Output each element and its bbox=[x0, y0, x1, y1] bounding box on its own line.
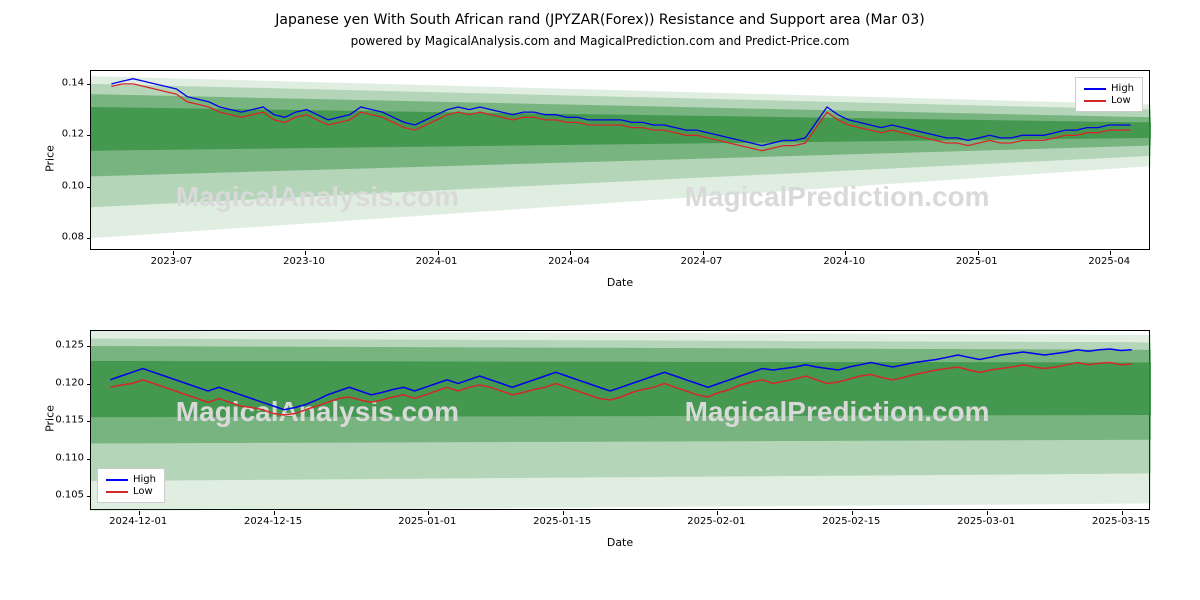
xtick-label: 2023-07 bbox=[151, 256, 193, 267]
xlabel-bottom: Date bbox=[590, 536, 650, 549]
xtick-label: 2025-03-15 bbox=[1092, 516, 1150, 527]
legend-item: Low bbox=[106, 486, 156, 497]
ytick-label: 0.115 bbox=[36, 415, 84, 426]
xtick-label: 2024-07 bbox=[681, 256, 723, 267]
legend-label: Low bbox=[133, 486, 153, 497]
watermark: MagicalPrediction.com bbox=[685, 181, 990, 212]
legend-top: HighLow bbox=[1075, 77, 1143, 112]
legend-line bbox=[106, 479, 128, 481]
ytick-label: 0.125 bbox=[36, 340, 84, 351]
legend-item: Low bbox=[1084, 95, 1134, 106]
ytick-label: 0.105 bbox=[36, 490, 84, 501]
ytick-label: 0.08 bbox=[36, 232, 84, 243]
xtick-label: 2024-12-01 bbox=[109, 516, 167, 527]
legend-item: High bbox=[106, 474, 156, 485]
legend-item: High bbox=[1084, 83, 1134, 94]
legend-line bbox=[1084, 88, 1106, 90]
ytick-label: 0.120 bbox=[36, 377, 84, 388]
xtick-label: 2023-10 bbox=[283, 256, 325, 267]
legend-line bbox=[106, 491, 128, 493]
xtick-label: 2024-12-15 bbox=[244, 516, 302, 527]
chart-subtitle: powered by MagicalAnalysis.com and Magic… bbox=[0, 34, 1200, 48]
xtick-label: 2025-01-01 bbox=[398, 516, 456, 527]
ytick-label: 0.10 bbox=[36, 180, 84, 191]
legend-label: Low bbox=[1111, 95, 1131, 106]
legend-label: High bbox=[133, 474, 156, 485]
legend-label: High bbox=[1111, 83, 1134, 94]
xtick-label: 2024-01 bbox=[416, 256, 458, 267]
plot-area-bottom: MagicalAnalysis.com MagicalPrediction.com bbox=[91, 331, 1151, 511]
xtick-label: 2024-04 bbox=[548, 256, 590, 267]
ytick-label: 0.14 bbox=[36, 77, 84, 88]
watermark: MagicalAnalysis.com bbox=[176, 396, 459, 427]
subplot-top: MagicalAnalysis.com MagicalPrediction.com… bbox=[90, 70, 1150, 250]
watermark: MagicalAnalysis.com bbox=[176, 181, 459, 212]
xtick-label: 2024-10 bbox=[823, 256, 865, 267]
chart-title: Japanese yen With South African rand (JP… bbox=[0, 12, 1200, 28]
figure: Japanese yen With South African rand (JP… bbox=[0, 0, 1200, 600]
xtick-label: 2025-03-01 bbox=[957, 516, 1015, 527]
xtick-label: 2025-01 bbox=[956, 256, 998, 267]
legend-line bbox=[1084, 100, 1106, 102]
xtick-label: 2025-01-15 bbox=[533, 516, 591, 527]
xtick-label: 2025-02-15 bbox=[822, 516, 880, 527]
xtick-label: 2025-04 bbox=[1088, 256, 1130, 267]
plot-area-top: MagicalAnalysis.com MagicalPrediction.com bbox=[91, 71, 1151, 251]
watermark: MagicalPrediction.com bbox=[685, 396, 990, 427]
subplot-bottom: MagicalAnalysis.com MagicalPrediction.com… bbox=[90, 330, 1150, 510]
ytick-label: 0.110 bbox=[36, 452, 84, 463]
ytick-label: 0.12 bbox=[36, 129, 84, 140]
xtick-label: 2025-02-01 bbox=[687, 516, 745, 527]
legend-bottom: HighLow bbox=[97, 468, 165, 503]
xlabel-top: Date bbox=[590, 276, 650, 289]
